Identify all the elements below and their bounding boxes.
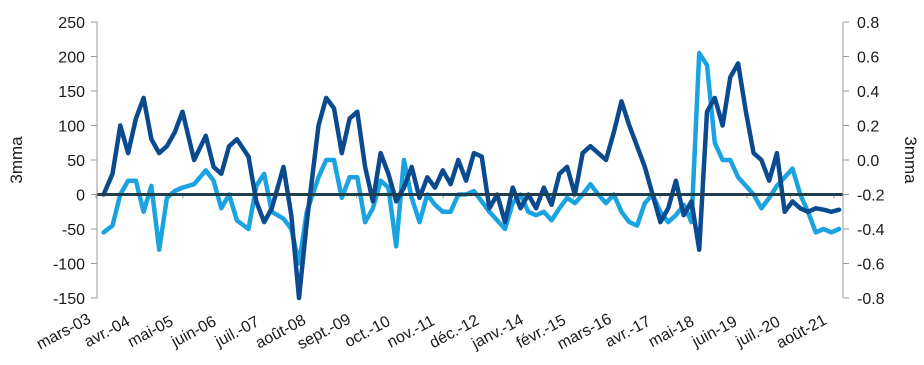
right-tick-label: 0.8	[857, 15, 879, 32]
x-tick-label: mars-03	[34, 311, 94, 354]
x-tick-label: mars-16	[555, 311, 615, 354]
right-tick-label: -0.2	[857, 188, 885, 205]
series-line-left-axis	[101, 61, 842, 301]
x-tick-label: nov.-11	[385, 313, 438, 352]
right-tick-label: 0.2	[857, 119, 879, 136]
x-tick-label: mai-18	[646, 313, 697, 351]
left-tick-label: 0	[76, 188, 85, 205]
x-tick-label: mai-05	[125, 313, 176, 351]
x-tick-label: juil.-20	[733, 313, 784, 351]
x-tick-label: juil.-07	[212, 313, 263, 351]
left-axis-title: 3mma	[7, 136, 26, 184]
series-line-right-axis	[101, 50, 842, 266]
left-tick-label: 100	[58, 119, 85, 136]
right-tick-label: 0.0	[857, 153, 879, 170]
left-tick-label: 250	[58, 15, 85, 32]
right-axis-title: 3mma	[901, 136, 920, 184]
left-tick-label: 150	[58, 84, 85, 101]
x-tick-label: juin-06	[168, 313, 219, 351]
right-tick-label: -0.6	[857, 257, 885, 274]
right-tick-label: -0.4	[857, 222, 885, 239]
left-tick-label: 200	[58, 50, 85, 67]
left-tick-label: -150	[53, 291, 85, 308]
x-tick-label: juin-19	[689, 313, 740, 351]
right-tick-label: 0.6	[857, 50, 879, 67]
right-tick-label: -0.8	[857, 291, 885, 308]
left-tick-label: -100	[53, 257, 85, 274]
left-tick-label: -50	[62, 222, 85, 239]
x-tick-label: août-21	[774, 312, 830, 353]
left-tick-label: 50	[67, 153, 85, 170]
right-tick-label: 0.4	[857, 84, 879, 101]
